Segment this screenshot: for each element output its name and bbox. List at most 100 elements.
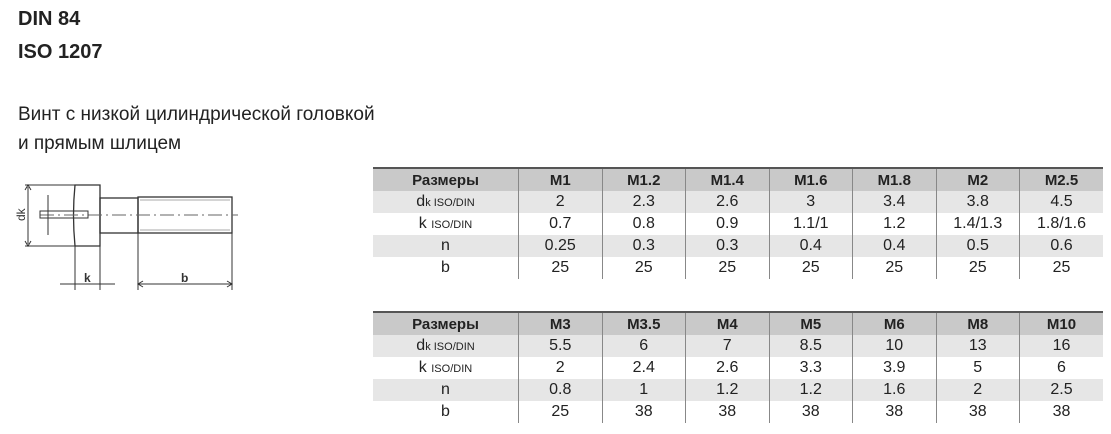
row-label: b: [373, 401, 519, 423]
cell-b: 38: [685, 401, 769, 423]
row-label-dk: dk ISO/DIN: [416, 337, 475, 354]
cell-b: 25: [518, 257, 602, 279]
cell-dk: 4.5: [1019, 191, 1103, 213]
row-label: k ISO/DIN: [373, 357, 519, 379]
header-row: Размеры M3 M3.5 M4 M5 M6 M8 M10: [373, 312, 1103, 335]
cell-n: 0.25: [518, 235, 602, 257]
table-row-b: b 25 38 38 38 38 38 38: [373, 401, 1103, 423]
table-row-dk: dk ISO/DIN 5.5 6 7 8.5 10 13 16: [373, 335, 1103, 357]
cell-dk: 8.5: [768, 335, 853, 357]
row-label-b: b: [441, 259, 450, 276]
table-row-b: b 25 25 25 25 25 25 25: [373, 257, 1103, 279]
cell-dk: 5.5: [518, 335, 602, 357]
standard-iso: ISO 1207: [18, 41, 103, 63]
header-row: Размеры M1 M1.2 M1.4 M1.6 M1.8 M2 M2.5: [373, 168, 1103, 191]
cell-k: 1.4/1.3: [935, 213, 1020, 235]
table-row-n: n 0.8 1 1.2 1.2 1.6 2 2.5: [373, 379, 1103, 401]
cell-b: 38: [1019, 401, 1103, 423]
size-header: M6: [852, 312, 936, 335]
size-header: M1.2: [601, 168, 686, 191]
standard-din: DIN 84: [18, 8, 81, 30]
row-label: k ISO/DIN: [373, 213, 519, 235]
cell-n: 0.3: [601, 235, 686, 257]
cell-dk: 2.6: [685, 191, 769, 213]
cell-k: 3.9: [852, 357, 936, 379]
cell-k: 3.3: [768, 357, 853, 379]
cell-k: 5: [935, 357, 1020, 379]
cell-b: 38: [852, 401, 936, 423]
dimensions-table-1: Размеры M1 M1.2 M1.4 M1.6 M1.8 M2 M2.5 dk ISO/DI…: [373, 167, 1103, 279]
cell-b: 25: [768, 257, 853, 279]
table-row-dk: dk ISO/DIN 2 2.3 2.6 3 3.4 3.8 4.5: [373, 191, 1103, 213]
cell-k: 0.9: [685, 213, 769, 235]
size-header: M2.5: [1019, 168, 1103, 191]
row-label: n: [373, 235, 519, 257]
table-row-k: k ISO/DIN 2 2.4 2.6 3.3 3.9 5 6: [373, 357, 1103, 379]
size-header: M8: [935, 312, 1020, 335]
cell-dk: 2.3: [601, 191, 686, 213]
cell-dk: 2: [518, 191, 602, 213]
cell-b: 38: [935, 401, 1020, 423]
description: Винт с низкой цилиндрической головкой и …: [18, 100, 375, 158]
cell-b: 25: [601, 257, 686, 279]
size-header: M10: [1019, 312, 1103, 335]
size-header: M4: [685, 312, 769, 335]
cell-k: 2.4: [601, 357, 686, 379]
cell-k: 2: [518, 357, 602, 379]
cell-k: 6: [1019, 357, 1103, 379]
row-label-n: n: [441, 237, 450, 254]
header-label: Размеры: [412, 171, 479, 189]
cell-b: 25: [685, 257, 769, 279]
cell-k: 1.2: [852, 213, 936, 235]
cell-dk: 10: [852, 335, 936, 357]
cell-n: 2: [935, 379, 1020, 401]
row-label-dk: dk ISO/DIN: [416, 193, 475, 210]
cell-n: 1.6: [852, 379, 936, 401]
size-header: M3.5: [601, 312, 686, 335]
size-header: M5: [768, 312, 853, 335]
row-label: b: [373, 257, 519, 279]
row-label-n: n: [441, 381, 450, 398]
row-label: dk ISO/DIN: [373, 335, 519, 357]
cell-n: 0.8: [518, 379, 602, 401]
cell-dk: 3.4: [852, 191, 936, 213]
cell-k: 2.6: [685, 357, 769, 379]
header-label: Размеры: [412, 315, 479, 333]
cell-n: 0.3: [685, 235, 769, 257]
cell-dk: 3: [768, 191, 853, 213]
cell-n: 0.4: [852, 235, 936, 257]
description-line2: и прямым шлицем: [18, 133, 182, 154]
row-label-k: k ISO/DIN: [418, 215, 473, 232]
cell-dk: 3.8: [935, 191, 1020, 213]
cell-b: 25: [518, 401, 602, 423]
row-label-k: k ISO/DIN: [418, 359, 473, 376]
cell-dk: 7: [685, 335, 769, 357]
cell-dk: 6: [601, 335, 686, 357]
b-label: b: [181, 271, 188, 285]
cell-k: 1.1/1: [768, 213, 853, 235]
dimensions-table-2: Размеры M3 M3.5 M4 M5 M6 M8 M10 dk ISO/DIN 5.5 6 7 8…: [373, 311, 1103, 423]
cell-b: 25: [852, 257, 936, 279]
cell-n: 2.5: [1019, 379, 1103, 401]
cell-b: 25: [935, 257, 1020, 279]
table-row-n: n 0.25 0.3 0.3 0.4 0.4 0.5 0.6: [373, 235, 1103, 257]
row-label-b: b: [441, 403, 450, 420]
row-label: n: [373, 379, 519, 401]
size-header: M2: [935, 168, 1020, 191]
k-label: k: [84, 271, 91, 285]
cell-b: 25: [1019, 257, 1103, 279]
cell-k: 0.8: [601, 213, 686, 235]
table-row-k: k ISO/DIN 0.7 0.8 0.9 1.1/1 1.2 1.4/1.3 1.8/1.6: [373, 213, 1103, 235]
cell-n: 0.4: [768, 235, 853, 257]
cell-k: 0.7: [518, 213, 602, 235]
cell-n: 0.5: [935, 235, 1020, 257]
cell-n: 1.2: [768, 379, 853, 401]
size-header: M3: [518, 312, 602, 335]
size-header: M1: [518, 168, 602, 191]
cell-b: 38: [601, 401, 686, 423]
cell-dk: 16: [1019, 335, 1103, 357]
description-line1: Винт с низкой цилиндрической головкой: [18, 104, 375, 125]
cell-n: 1: [601, 379, 686, 401]
cell-n: 0.6: [1019, 235, 1103, 257]
cell-n: 1.2: [685, 379, 769, 401]
